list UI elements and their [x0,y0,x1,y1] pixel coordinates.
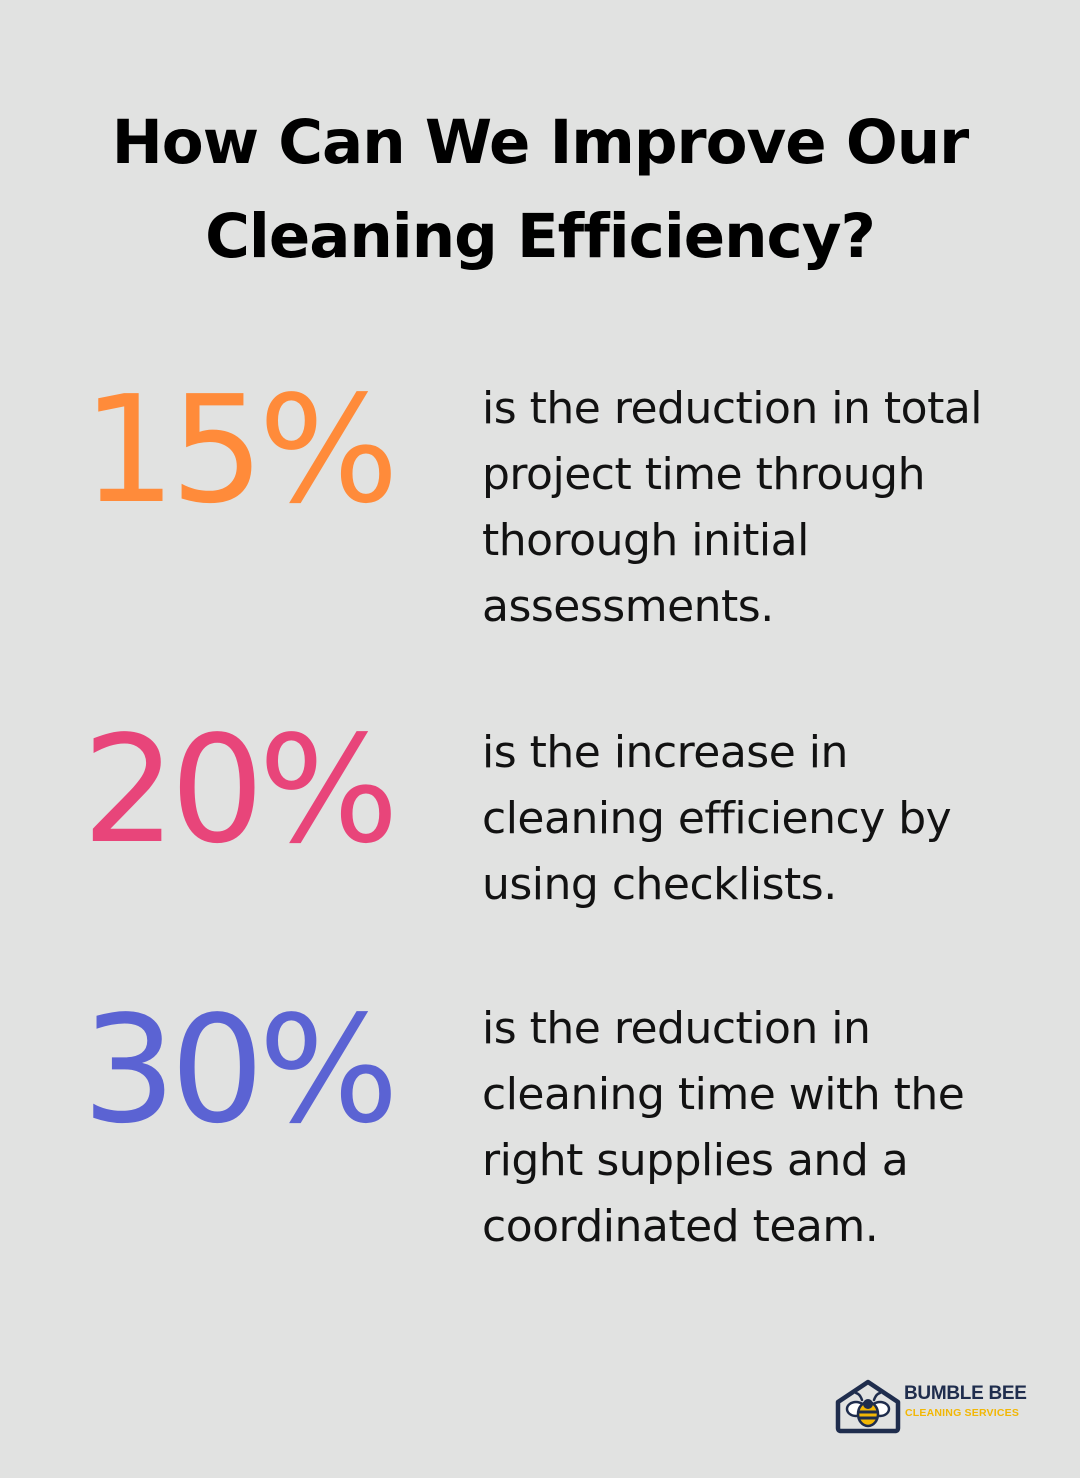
stat-value: 15% [82,364,399,536]
page-title: How Can We Improve Our Cleaning Efficien… [40,96,1040,284]
stat-description: is the increase in cleaning efficiency b… [482,727,952,910]
page-title-line-2: Cleaning Efficiency? [205,201,876,272]
stat-description: is the reduction in total project time t… [482,383,983,632]
stat-value: 30% [82,984,399,1156]
company-logo: BUMBLE BEE CLEANING SERVICES [832,1378,1042,1434]
stat-description: is the reduction in cleaning time with t… [482,1003,965,1252]
bee-house-icon [835,1379,901,1434]
logo-name: BUMBLE BEE [904,1383,1027,1404]
stat-value: 20% [82,704,399,876]
logo-subtitle: CLEANING SERVICES [905,1407,1020,1419]
page-title-line-1: How Can We Improve Our [111,107,970,178]
